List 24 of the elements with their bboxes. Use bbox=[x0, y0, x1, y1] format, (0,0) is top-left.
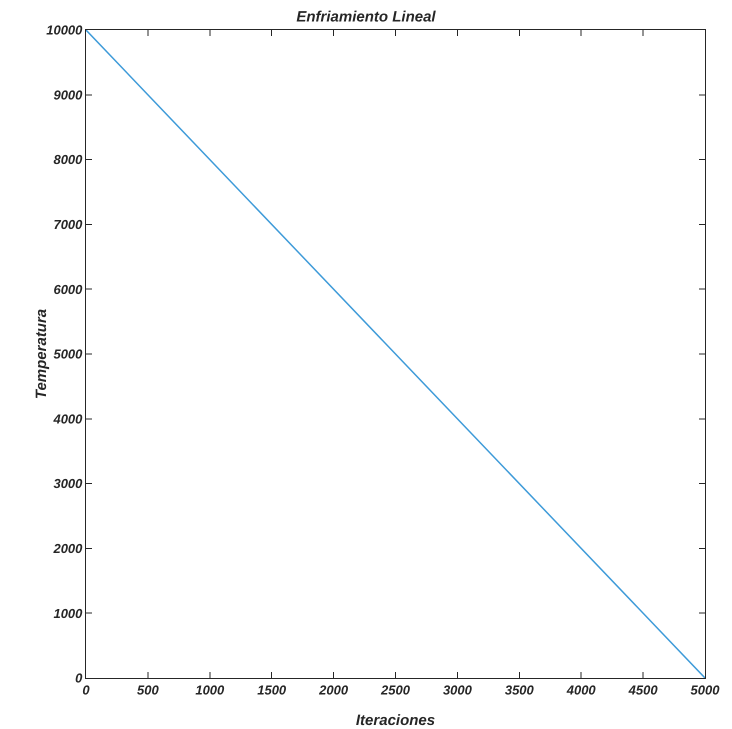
y-tick-label: 8000 bbox=[53, 152, 84, 168]
x-axis-title: Iteraciones bbox=[356, 712, 436, 729]
x-tick-label: 2500 bbox=[380, 682, 411, 698]
x-tick-label: 500 bbox=[137, 682, 160, 698]
x-tick-label: 3000 bbox=[442, 682, 473, 698]
x-tick-label: 1000 bbox=[195, 682, 226, 698]
y-tick-label: 0 bbox=[75, 670, 84, 686]
x-tick-label: 1500 bbox=[257, 682, 287, 698]
x-tick-label: 2000 bbox=[318, 682, 349, 698]
y-axis-title: Temperatura bbox=[33, 308, 50, 400]
x-tick-label: 4000 bbox=[566, 682, 596, 698]
y-tick-label: 6000 bbox=[53, 282, 84, 297]
x-tick-label: 3500 bbox=[504, 682, 535, 698]
y-tick-label: 4000 bbox=[52, 411, 84, 426]
x-tick-label: 5000 bbox=[690, 682, 720, 698]
y-tick-label: 3000 bbox=[53, 476, 84, 492]
y-tick-label: 1000 bbox=[53, 606, 84, 621]
y-tick-label: 5000 bbox=[53, 346, 84, 362]
y-tick-label: 2000 bbox=[52, 540, 84, 556]
y-tick-label: 10000 bbox=[46, 22, 84, 38]
y-tick-label: 7000 bbox=[53, 216, 84, 232]
y-tick-label: 9000 bbox=[53, 87, 84, 102]
x-tick-label: 4500 bbox=[628, 682, 658, 698]
chart-title: Enfriamiento Lineal bbox=[296, 8, 436, 26]
